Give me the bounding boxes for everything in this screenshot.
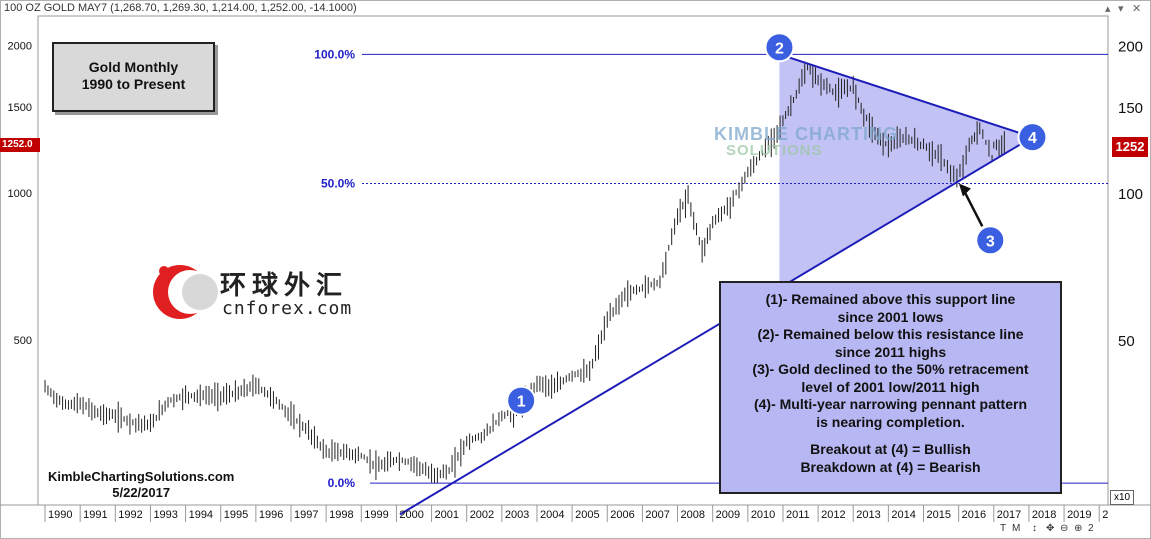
- x-tick-label: 2016: [962, 509, 986, 521]
- x-tick-label: 1994: [189, 509, 213, 521]
- x-tick-label: 2004: [540, 509, 564, 521]
- x-tick-label: 2013: [856, 509, 880, 521]
- y-tick-label-left: 2000: [8, 41, 32, 53]
- x-tick-label: 2015: [927, 509, 951, 521]
- annotation-notes-box: (1)- Remained above this support line si…: [719, 281, 1062, 494]
- logo-dot: [159, 266, 169, 276]
- resistance-trend-line: [779, 53, 1033, 139]
- credit-block: KimbleChartingSolutions.com 5/22/2017: [48, 469, 234, 501]
- x-tick-label: 1990: [48, 509, 72, 521]
- chart-title-box: Gold Monthly 1990 to Present: [52, 42, 215, 112]
- x-tick-label: 2: [1102, 509, 1108, 521]
- x-tick-label: 2003: [505, 509, 529, 521]
- marker-circle-2: [764, 32, 795, 63]
- x-tick-label: 2011: [786, 509, 810, 521]
- note-line: (4)- Multi-year narrowing pennant patter…: [753, 396, 1027, 412]
- x-tick-label: 2000: [399, 509, 423, 521]
- fib-level-label: 50.0%: [321, 177, 355, 191]
- note-line: since 2011 highs: [834, 343, 947, 360]
- x-tick-label: 2008: [681, 509, 705, 521]
- note-line: since 2001 lows: [837, 308, 944, 325]
- x-tick-label: 1999: [364, 509, 388, 521]
- y-tick-label-right: 150: [1118, 100, 1143, 117]
- x-tick-label: 1991: [83, 509, 107, 521]
- logo-swirl-core: [182, 274, 218, 310]
- symbol-header: 100 OZ GOLD MAY7 (1,268.70, 1,269.30, 1,…: [4, 2, 357, 14]
- fib-level-label: 0.0%: [328, 476, 356, 490]
- x-tick-label: 2006: [610, 509, 634, 521]
- marker-3-arrowhead: [958, 183, 971, 197]
- cnforex-logo-chinese: 环球外汇: [220, 271, 349, 301]
- note-line: (1)- Remained above this support line: [765, 291, 1016, 307]
- chart-subtitle: 1990 to Present: [81, 76, 186, 92]
- scroll-up-icon[interactable]: ▴: [1105, 3, 1111, 15]
- x-tick-label: 1995: [224, 509, 248, 521]
- x-tick-label: 1993: [153, 509, 177, 521]
- support-trend-line: [399, 136, 1033, 516]
- x-tick-label: 2014: [891, 509, 915, 521]
- marker-number-1: 1: [517, 394, 526, 411]
- x-tick-label: 2010: [751, 509, 775, 521]
- move-icon[interactable]: ✥: [1046, 523, 1055, 534]
- x-tick-label: 2007: [645, 509, 669, 521]
- marker-circle-3: [975, 225, 1006, 256]
- note-line: level of 2001 low/2011 high: [801, 378, 980, 395]
- x-tick-label: 1997: [294, 509, 318, 521]
- pennant-shaded-region: [779, 54, 1033, 289]
- zoom-in-icon[interactable]: ⊕: [1074, 523, 1083, 534]
- chart-title: Gold Monthly: [88, 59, 179, 75]
- credit-site: KimbleChartingSolutions.com: [48, 469, 235, 484]
- marker-circle-1: [506, 385, 537, 416]
- x-tick-label: 2019: [1067, 509, 1091, 521]
- vertical-scroll-icon[interactable]: ↕: [1032, 523, 1037, 534]
- note-line: is nearing completion.: [816, 413, 965, 430]
- x-tick-label: 2005: [575, 509, 599, 521]
- credit-date: 5/22/2017: [112, 485, 171, 500]
- marker-3-arrow: [961, 187, 984, 227]
- scroll-down-icon[interactable]: ▾: [1118, 3, 1124, 15]
- y-tick-label-right: 50: [1118, 333, 1135, 350]
- zoom-out-icon[interactable]: ⊖: [1060, 523, 1069, 534]
- marker-number-4: 4: [1028, 130, 1037, 147]
- last-price-tag-left: 1252.0: [0, 138, 40, 152]
- x-tick-label: 1998: [329, 509, 353, 521]
- x-tick-label: 1996: [259, 509, 283, 521]
- watermark-top: KIMBLE CHARTING: [714, 124, 898, 144]
- x-tick-label: 2002: [470, 509, 494, 521]
- tool-t-icon[interactable]: T: [1000, 523, 1007, 534]
- note-line: (3)- Gold declined to the 50% retracemen…: [752, 361, 1029, 377]
- y-tick-label-left: 500: [14, 335, 32, 347]
- marker-number-2: 2: [775, 40, 784, 57]
- breakdown-note: Breakdown at (4) = Bearish: [800, 458, 981, 475]
- x-tick-label: 1992: [118, 509, 142, 521]
- close-icon[interactable]: ✕: [1132, 3, 1142, 15]
- y-tick-label-left: 1500: [8, 102, 32, 114]
- x-tick-label: 2012: [821, 509, 845, 521]
- x-tick-label: 2017: [997, 509, 1021, 521]
- watermark-bottom: SOLUTIONS: [726, 142, 823, 159]
- x-tick-label: 2009: [716, 509, 740, 521]
- marker-circle-4: [1017, 122, 1048, 153]
- marker-number-3: 3: [986, 233, 995, 250]
- tool-2-icon[interactable]: 2: [1088, 523, 1094, 534]
- last-price-tag-right: 1252: [1112, 137, 1148, 157]
- x-tick-label: 2018: [1032, 509, 1056, 521]
- tool-m-icon[interactable]: M: [1012, 523, 1021, 534]
- fib-level-label: 100.0%: [314, 47, 355, 61]
- breakout-note: Breakout at (4) = Bullish: [810, 441, 971, 457]
- x-tick-label: 2001: [435, 509, 459, 521]
- bottom-toolbar: T M ↕ ✥ ⊖ ⊕ 2: [1000, 523, 1150, 537]
- scale-multiplier-tag: x10: [1110, 490, 1134, 505]
- y-tick-label-right: 200: [1118, 39, 1143, 56]
- y-tick-label-left: 1000: [8, 188, 32, 200]
- note-line: (2)- Remained below this resistance line: [757, 326, 1024, 342]
- cnforex-logo-latin: cnforex.com: [222, 298, 353, 319]
- y-tick-label-right: 100: [1118, 186, 1143, 203]
